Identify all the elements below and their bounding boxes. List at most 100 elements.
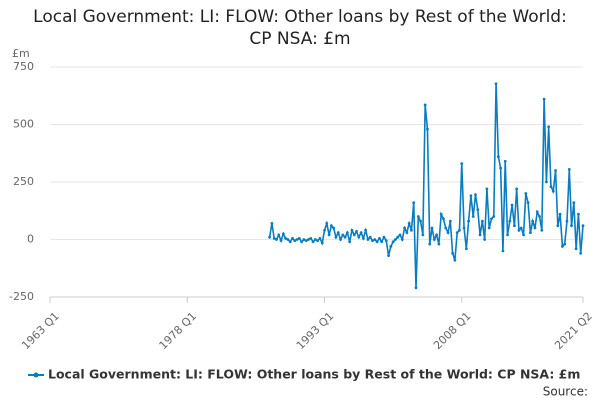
point — [373, 238, 377, 241]
point — [522, 233, 525, 237]
point — [490, 217, 493, 221]
point — [313, 238, 317, 241]
point — [368, 235, 372, 239]
point — [284, 236, 288, 240]
point — [499, 166, 503, 170]
point — [359, 231, 363, 235]
point — [460, 162, 464, 166]
x-tick-label: 2021 Q2 — [552, 310, 595, 353]
point — [579, 251, 583, 255]
point — [451, 251, 455, 255]
point — [432, 238, 436, 241]
x-tick-label: 1978 Q1 — [156, 310, 199, 353]
point — [561, 245, 564, 248]
point — [320, 241, 324, 245]
point — [300, 240, 304, 244]
point — [430, 226, 434, 230]
point — [524, 192, 528, 195]
point — [414, 286, 418, 290]
point — [549, 185, 553, 189]
point — [556, 224, 560, 228]
series-line — [268, 83, 584, 288]
point — [464, 247, 468, 251]
point — [348, 240, 352, 244]
point — [302, 238, 306, 241]
point — [554, 169, 557, 172]
point — [533, 226, 537, 230]
legend-marker — [33, 372, 39, 378]
y-axis-unit: £m — [12, 47, 30, 60]
point — [291, 236, 294, 240]
point — [426, 127, 429, 131]
point — [293, 239, 297, 243]
point — [364, 228, 368, 232]
point — [526, 201, 530, 205]
point — [295, 238, 299, 241]
point — [512, 224, 516, 228]
point — [325, 222, 329, 225]
point — [352, 233, 356, 237]
point — [547, 125, 551, 129]
point — [304, 239, 308, 243]
chart-title: Local Government: LI: FLOW: Other loans … — [33, 7, 567, 49]
point — [442, 217, 445, 221]
point — [508, 219, 512, 223]
point — [506, 233, 509, 237]
point — [412, 201, 416, 205]
point — [275, 238, 278, 241]
point — [387, 254, 390, 257]
point — [544, 180, 548, 184]
point — [515, 187, 519, 191]
x-tick-label: 1963 Q1 — [19, 310, 62, 353]
point — [329, 224, 333, 228]
point — [332, 226, 336, 230]
point — [311, 240, 315, 244]
point — [375, 240, 379, 244]
point — [480, 219, 484, 223]
point — [389, 245, 393, 248]
point — [279, 239, 283, 243]
point — [380, 240, 384, 244]
point — [437, 242, 441, 246]
point — [467, 219, 471, 223]
point — [444, 226, 448, 230]
point — [398, 233, 402, 237]
point — [382, 235, 386, 239]
y-tick-label: 750 — [13, 60, 34, 73]
point — [501, 249, 505, 253]
point — [309, 236, 313, 240]
point — [341, 233, 345, 237]
point — [268, 235, 272, 239]
point — [439, 212, 443, 216]
point — [323, 228, 326, 232]
point — [469, 194, 473, 198]
point — [327, 233, 331, 237]
point — [476, 208, 480, 212]
point — [494, 82, 498, 86]
y-tick-label: 0 — [27, 233, 34, 246]
point — [355, 230, 358, 233]
y-tick-label: 250 — [13, 175, 34, 188]
point — [446, 231, 450, 235]
point — [455, 231, 459, 235]
point — [391, 240, 395, 244]
point — [336, 231, 340, 235]
point — [458, 228, 461, 232]
y-tick-label: -250 — [9, 290, 34, 303]
point — [407, 222, 411, 225]
x-tick-label: 2008 Q1 — [431, 310, 474, 353]
point — [419, 219, 422, 223]
point — [345, 231, 349, 235]
point — [510, 203, 514, 207]
y-tick-label: 500 — [13, 118, 34, 131]
point — [277, 233, 281, 237]
point — [318, 236, 322, 240]
point — [563, 242, 567, 246]
point — [435, 233, 438, 237]
point — [570, 224, 573, 228]
point — [423, 103, 427, 107]
point — [535, 210, 539, 214]
point — [572, 201, 576, 205]
point — [334, 235, 338, 239]
